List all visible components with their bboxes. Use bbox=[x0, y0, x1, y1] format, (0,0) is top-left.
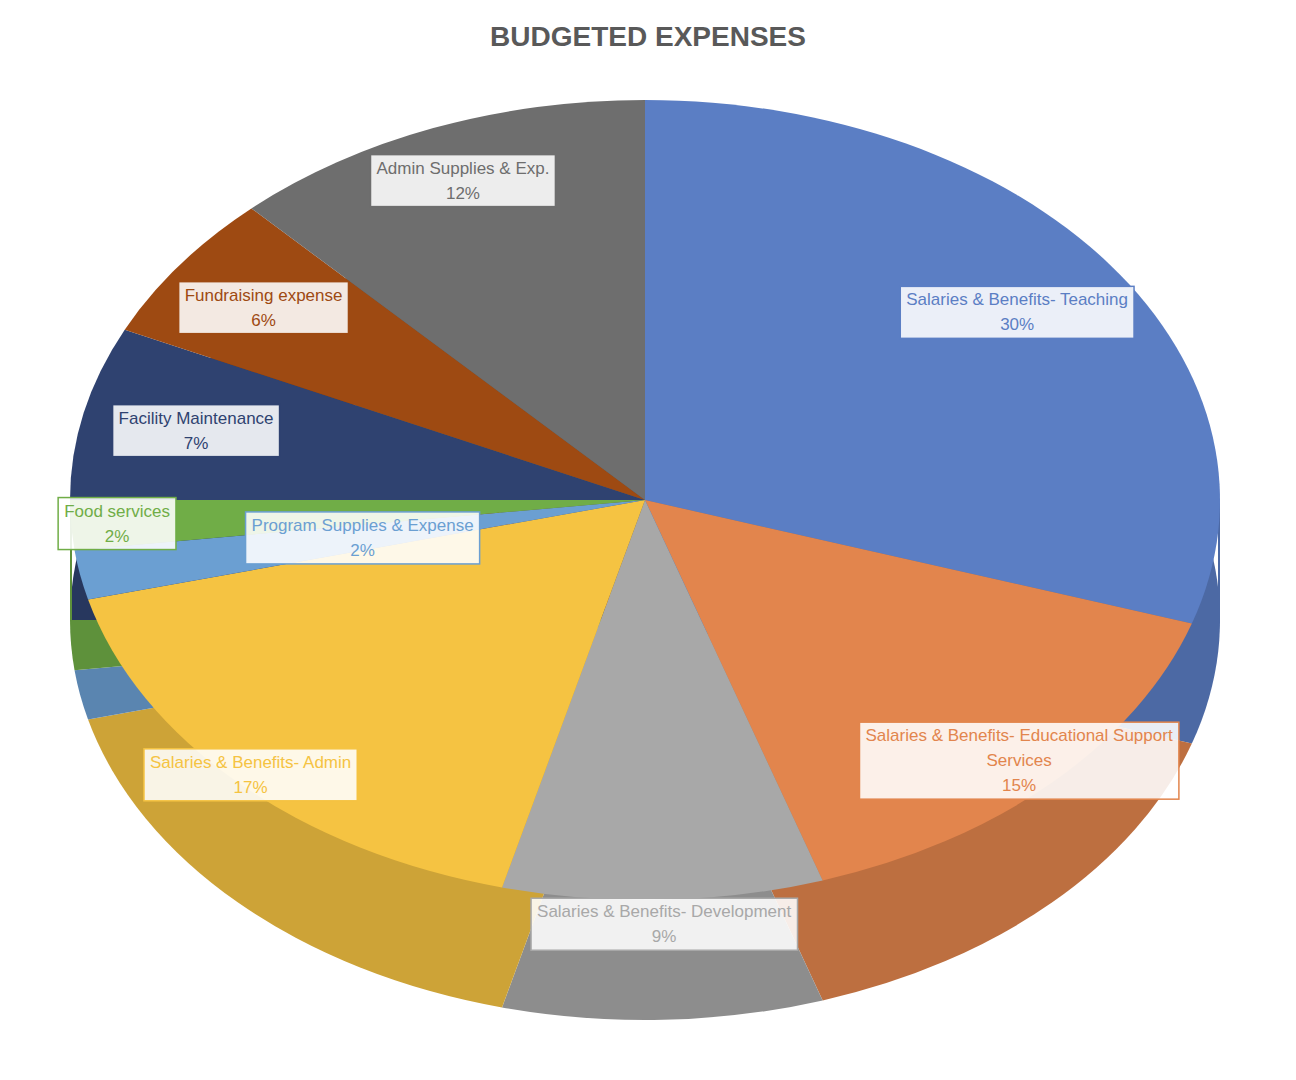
label-line: Program Supplies & Expense bbox=[252, 516, 474, 535]
label-box bbox=[144, 749, 357, 801]
label-category: Salaries & Benefits- Development bbox=[537, 902, 791, 921]
plot-area bbox=[70, 100, 1220, 1020]
label-line: Facility Maintenance bbox=[119, 409, 274, 428]
label-box bbox=[531, 898, 797, 950]
data-label: Food services 2% bbox=[58, 498, 176, 550]
label-line: Salaries & Benefits- Educational Support bbox=[865, 726, 1172, 745]
label-value: 30% bbox=[1000, 315, 1034, 334]
label-line: Services bbox=[986, 751, 1051, 770]
label-value: 9% bbox=[652, 927, 677, 946]
label-category: Admin Supplies & Exp. bbox=[377, 159, 550, 178]
data-label: Admin Supplies & Exp. 12% bbox=[371, 155, 556, 207]
data-label: Salaries & Benefits- Educational Support… bbox=[859, 722, 1178, 799]
label-box bbox=[246, 512, 480, 564]
title: BUDGETED EXPENSES bbox=[490, 21, 806, 52]
label-category: Facility Maintenance bbox=[119, 409, 274, 428]
label-box bbox=[859, 722, 1178, 799]
label-value: 7% bbox=[184, 434, 209, 453]
label-value: 12% bbox=[446, 184, 480, 203]
label-category: Salaries & Benefits- Teaching bbox=[906, 290, 1128, 309]
data-label: Salaries & Benefits- Admin 17% bbox=[144, 749, 357, 801]
label-category: Program Supplies & Expense bbox=[252, 516, 474, 535]
label-category: Fundraising expense bbox=[185, 286, 343, 305]
label-value: 2% bbox=[105, 527, 130, 546]
label-line: Salaries & Benefits- Teaching bbox=[906, 290, 1128, 309]
label-line: Food services bbox=[64, 502, 170, 521]
data-label: Salaries & Benefits- Teaching 30% bbox=[900, 286, 1134, 338]
label-line: Fundraising expense bbox=[185, 286, 343, 305]
label-value: 15% bbox=[1002, 776, 1036, 795]
data-labels: Salaries & Benefits- Teaching30%Salaries… bbox=[58, 155, 1179, 951]
label-box bbox=[900, 286, 1134, 338]
label-box bbox=[113, 405, 280, 457]
label-line: Salaries & Benefits- Admin bbox=[150, 753, 351, 772]
label-value: 2% bbox=[350, 541, 375, 560]
label-category: Salaries & Benefits- Admin bbox=[150, 753, 351, 772]
label-line: Admin Supplies & Exp. bbox=[377, 159, 550, 178]
label-line: Salaries & Benefits- Development bbox=[537, 902, 791, 921]
chart: BUDGETED EXPENSES Salaries & Benefits- Te… bbox=[0, 0, 1296, 1080]
data-label: Fundraising expense 6% bbox=[179, 282, 349, 334]
label-box bbox=[58, 498, 176, 550]
data-label: Facility Maintenance 7% bbox=[113, 405, 280, 457]
pie bbox=[70, 100, 1220, 900]
label-category: Salaries & Benefits- Educational Support… bbox=[865, 726, 1172, 770]
label-category: Food services bbox=[64, 502, 170, 521]
data-label: Program Supplies & Expense 2% bbox=[246, 512, 480, 564]
label-box bbox=[179, 282, 349, 334]
label-value: 6% bbox=[251, 311, 276, 330]
data-label: Salaries & Benefits- Development 9% bbox=[531, 898, 797, 950]
label-box bbox=[371, 155, 556, 207]
label-value: 17% bbox=[234, 778, 268, 797]
